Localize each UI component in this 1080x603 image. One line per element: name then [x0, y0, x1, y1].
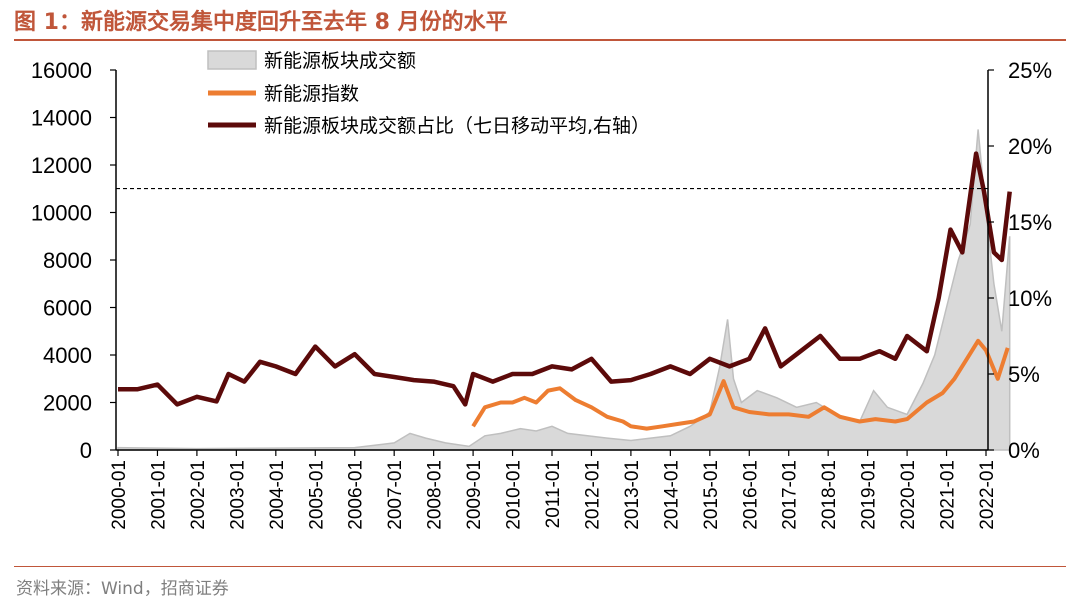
x-tick-label: 2019-01: [859, 460, 880, 530]
x-tick-label: 2016-01: [740, 460, 761, 530]
y-left-tick-label: 6000: [43, 296, 92, 321]
legend-swatch-turnover: [207, 50, 257, 70]
x-tick-label: 2018-01: [819, 460, 840, 530]
series-area-turnover: [117, 129, 1011, 451]
title-divider: [14, 39, 1066, 41]
source-note: 资料来源：Wind，招商证券: [16, 579, 229, 599]
y-left-tick-label: 14000: [31, 106, 92, 131]
y-left-tick-label: 16000: [31, 58, 92, 83]
x-tick-label: 2010-01: [504, 460, 525, 530]
legend-label: 新能源指数: [264, 83, 359, 105]
y-right-tick-label: 25%: [1008, 58, 1052, 83]
x-tick-label: 2013-01: [622, 460, 643, 530]
x-tick-label: 2012-01: [582, 460, 603, 530]
x-tick-label: 2009-01: [464, 460, 485, 530]
x-tick-label: 2005-01: [306, 460, 327, 530]
x-tick-label: 2000-01: [109, 460, 130, 530]
x-tick-label: 2002-01: [188, 460, 209, 530]
y-left-tick-label: 0: [80, 438, 92, 463]
y-left-tick-label: 2000: [43, 391, 92, 416]
x-tick-label: 2008-01: [425, 460, 446, 530]
y-left-tick-label: 8000: [43, 248, 92, 273]
y-right-tick-label: 5%: [1008, 362, 1040, 387]
x-tick-label: 2020-01: [898, 460, 919, 530]
y-right-tick-label: 15%: [1008, 210, 1052, 235]
x-tick-label: 2007-01: [385, 460, 406, 530]
x-tick-label: 2011-01: [543, 460, 564, 528]
legend-label: 新能源板块成交额: [264, 50, 416, 72]
x-tick-label: 2014-01: [661, 460, 682, 530]
series-line-index: [471, 338, 1010, 431]
x-tick-label: 2017-01: [780, 460, 801, 530]
chart-title: 图 1：新能源交易集中度回升至去年 8 月份的水平: [14, 10, 508, 35]
x-tick-label: 2006-01: [346, 460, 367, 530]
x-tick-label: 2004-01: [267, 460, 288, 530]
y-left-tick-label: 4000: [43, 343, 92, 368]
y-left-tick-label: 12000: [31, 153, 92, 178]
x-tick-label: 2001-01: [148, 460, 169, 530]
x-tick-label: 2021-01: [938, 460, 959, 530]
series-line-share: [118, 151, 1012, 407]
legend-label: 新能源板块成交额占比（七日移动平均,右轴）: [264, 115, 650, 137]
y-right-tick-label: 20%: [1008, 134, 1052, 159]
y-left-tick-label: 10000: [31, 201, 92, 226]
x-tick-label: 2022-01: [977, 460, 998, 530]
source-divider: [14, 566, 1066, 567]
x-tick-label: 2015-01: [701, 460, 722, 530]
x-tick-label: 2003-01: [227, 460, 248, 530]
y-right-tick-label: 0%: [1008, 438, 1040, 463]
y-right-tick-label: 10%: [1008, 286, 1052, 311]
